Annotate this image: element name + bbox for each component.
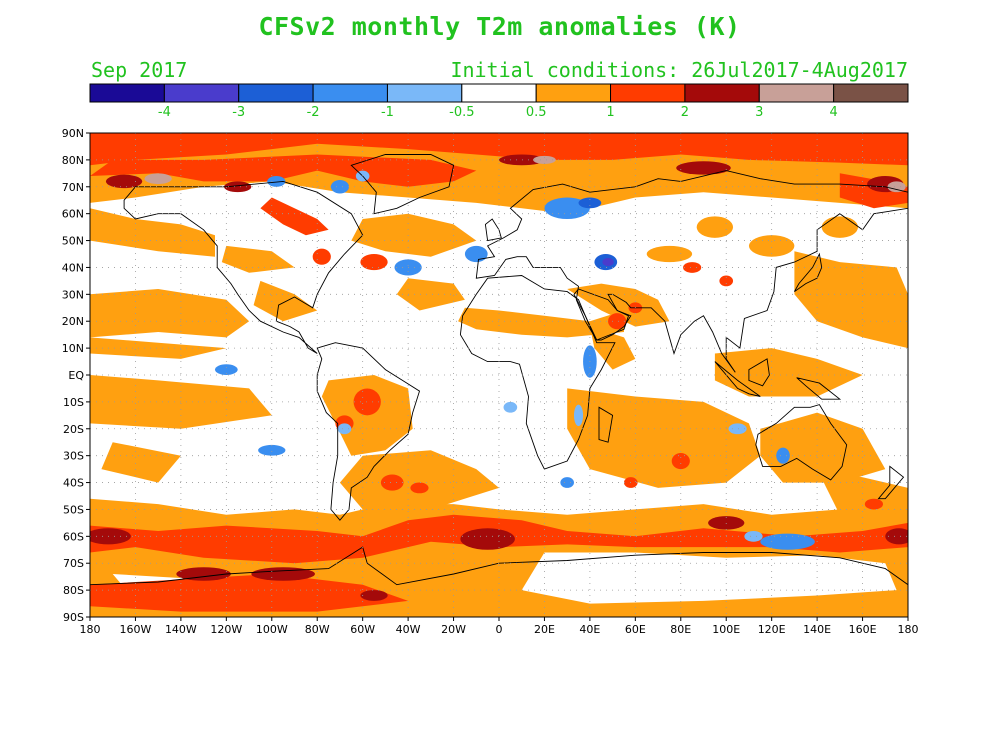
legend-label: 0.5 xyxy=(526,105,547,120)
anomaly-map: 90N 80N 70N 60N 50N 40N 30N 20N 10N EQ 10S 20S 30S 40… xyxy=(62,127,919,636)
lat-tick-label: 10S xyxy=(63,396,84,409)
lat-tick-label: 50N xyxy=(62,235,84,248)
legend-label: 3 xyxy=(755,105,763,120)
lon-tick-label: 80W xyxy=(305,623,330,636)
lat-tick-label: 10N xyxy=(62,342,84,355)
lat-tick-label: EQ xyxy=(68,369,84,382)
legend-label: 4 xyxy=(829,105,837,120)
lon-tick-label: 40W xyxy=(396,623,421,636)
lat-tick-label: 90S xyxy=(63,611,84,624)
lat-tick-label: 20N xyxy=(62,315,84,328)
grid-lines xyxy=(90,133,908,617)
map-axes: 90N 80N 70N 60N 50N 40N 30N 20N 10N EQ 10S 20S 30S 40… xyxy=(62,127,919,636)
lon-tick-label: 80E xyxy=(670,623,691,636)
lon-tick-label: 20E xyxy=(534,623,555,636)
lon-tick-label: 100E xyxy=(712,623,740,636)
lat-tick-label: 80S xyxy=(63,584,84,597)
legend-swatch-10 xyxy=(833,83,909,103)
valid-month: Sep 2017 xyxy=(91,58,188,82)
legend-label: -4 xyxy=(158,105,171,120)
lat-tick-label: 20S xyxy=(63,423,84,436)
lon-tick-label: 160E xyxy=(849,623,877,636)
lat-tick-label: 40N xyxy=(62,261,84,274)
lat-tick-label: 40S xyxy=(63,477,84,490)
lon-tick-label: 120E xyxy=(758,623,786,636)
lon-tick-label: 140E xyxy=(803,623,831,636)
lat-tick-label: 80N xyxy=(62,154,84,167)
legend-label: -0.5 xyxy=(449,105,474,120)
legend-label: -2 xyxy=(307,105,320,120)
lon-tick-label: 180 xyxy=(80,623,101,636)
lat-tick-label: 90N xyxy=(62,127,84,140)
legend-label: -1 xyxy=(381,105,394,120)
lon-tick-label: 60W xyxy=(350,623,375,636)
color-legend: -4 -3 -2 -1 -0.5 0.5 1 2 3 4 xyxy=(89,83,909,120)
lat-tick-label: 30N xyxy=(62,288,84,301)
legend-label: -3 xyxy=(232,105,245,120)
lon-tick-label: 160W xyxy=(120,623,152,636)
lon-tick-label: 100W xyxy=(256,623,288,636)
lat-tick-label: 60S xyxy=(63,530,84,543)
lat-tick-label: 60N xyxy=(62,208,84,221)
lon-tick-label: 60E xyxy=(625,623,646,636)
legend-label: 2 xyxy=(681,105,689,120)
lon-tick-label: 120W xyxy=(210,623,242,636)
lat-tick-label: 70S xyxy=(63,557,84,570)
chart-title: CFSv2 monthly T2m anomalies (K) xyxy=(258,12,741,41)
lon-tick-label: 140W xyxy=(165,623,197,636)
lat-tick-label: 70N xyxy=(62,181,84,194)
lon-tick-label: 180 xyxy=(898,623,919,636)
lon-tick-label: 20W xyxy=(441,623,466,636)
lat-tick-label: 30S xyxy=(63,450,84,463)
lon-tick-label: 40E xyxy=(579,623,600,636)
initial-conditions: Initial conditions: 26Jul2017-4Aug2017 xyxy=(450,58,908,82)
lat-tick-label: 50S xyxy=(63,503,84,516)
lon-tick-label: 0 xyxy=(496,623,503,636)
legend-label: 1 xyxy=(606,105,614,120)
